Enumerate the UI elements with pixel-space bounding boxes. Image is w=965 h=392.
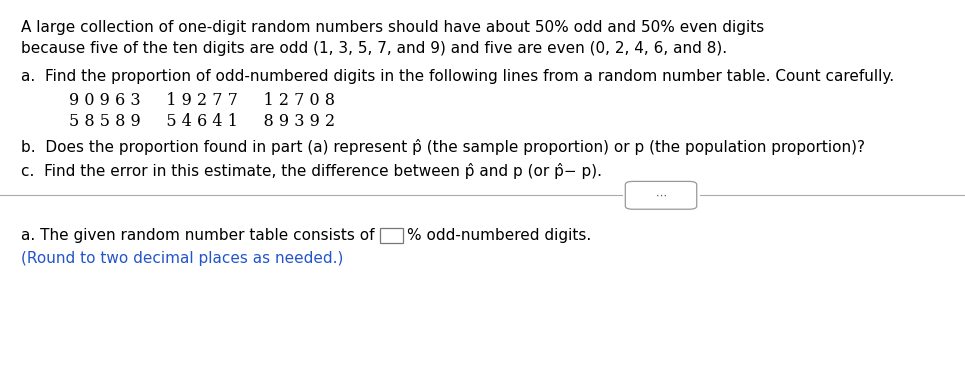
Text: b.  Does the proportion found in part (a) represent p̂ (the sample proportion) o: b. Does the proportion found in part (a)… [21, 139, 866, 155]
Text: ⋯: ⋯ [655, 190, 667, 200]
FancyBboxPatch shape [379, 228, 402, 243]
Text: % odd-numbered digits.: % odd-numbered digits. [406, 228, 591, 243]
Text: a. The given random number table consists of: a. The given random number table consist… [21, 228, 379, 243]
Text: A large collection of one-digit random numbers should have about 50% odd and 50%: A large collection of one-digit random n… [21, 20, 764, 34]
Text: because five of the ten digits are odd (1, 3, 5, 7, and 9) and five are even (0,: because five of the ten digits are odd (… [21, 41, 728, 56]
FancyBboxPatch shape [625, 181, 697, 209]
Text: a.  Find the proportion of odd-numbered digits in the following lines from a ran: a. Find the proportion of odd-numbered d… [21, 69, 895, 84]
Text: (Round to two decimal places as needed.): (Round to two decimal places as needed.) [21, 251, 344, 267]
Text: c.  Find the error in this estimate, the difference between p̂ and p (or p̂− p).: c. Find the error in this estimate, the … [21, 163, 602, 179]
Text: 9 0 9 6 3     1 9 2 7 7     1 2 7 0 8: 9 0 9 6 3 1 9 2 7 7 1 2 7 0 8 [69, 92, 336, 109]
Text: 5 8 5 8 9     5 4 6 4 1     8 9 3 9 2: 5 8 5 8 9 5 4 6 4 1 8 9 3 9 2 [69, 113, 336, 131]
